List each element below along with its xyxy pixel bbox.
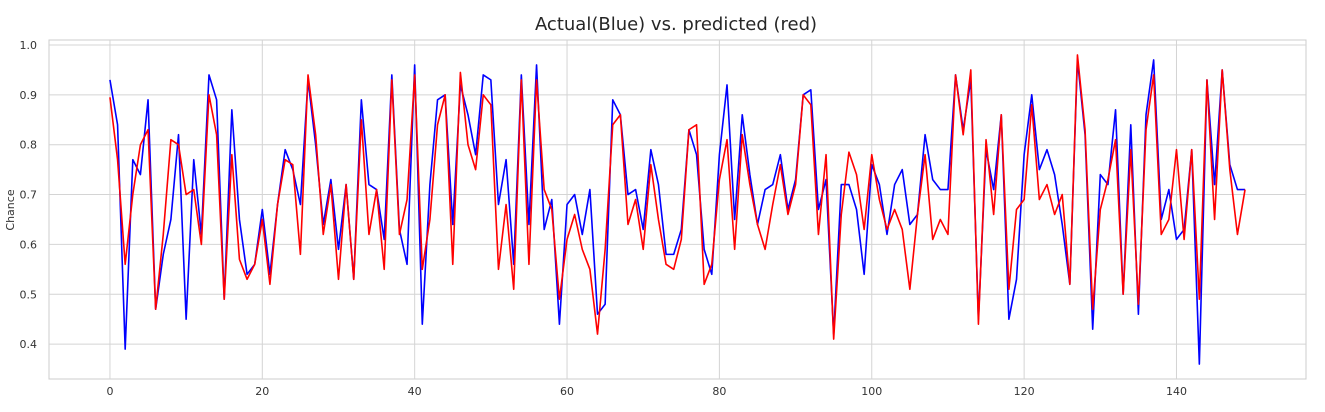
x-tick-label: 140 (1166, 385, 1187, 398)
actual-series-line (109, 59, 1246, 365)
x-tick-labels: 0 20 40 60 80 100 120 140 (106, 385, 1187, 398)
y-tick-label: 0.9 (20, 89, 38, 102)
x-tick-label: 60 (560, 385, 574, 398)
y-tick-labels: 0.4 0.5 0.6 0.7 0.8 0.9 1.0 (20, 39, 38, 351)
y-tick-label: 0.5 (20, 288, 38, 301)
plot-area (48, 39, 1307, 380)
y-axis-label: Chance (4, 189, 17, 230)
y-tick-label: 0.7 (20, 189, 38, 202)
y-tick-label: 0.6 (20, 238, 38, 251)
series-lines (109, 54, 1246, 365)
x-tick-label: 100 (861, 385, 882, 398)
chart-title: Actual(Blue) vs. predicted (red) (535, 14, 817, 35)
y-tick-label: 0.4 (20, 338, 38, 351)
predicted-series-line (109, 54, 1246, 340)
y-tick-label: 0.8 (20, 139, 38, 152)
x-tick-label: 0 (106, 385, 113, 398)
x-tick-label: 120 (1014, 385, 1035, 398)
x-tick-label: 80 (712, 385, 726, 398)
x-tick-label: 20 (255, 385, 269, 398)
x-tick-label: 40 (408, 385, 422, 398)
y-tick-label: 1.0 (20, 39, 38, 52)
